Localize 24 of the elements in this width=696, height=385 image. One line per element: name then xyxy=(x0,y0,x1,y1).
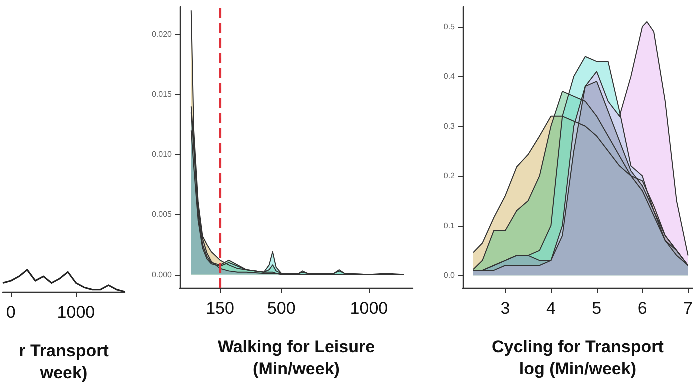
x-axis-title: r Transport week) xyxy=(19,342,110,382)
y-tick-label: 0.005 xyxy=(152,210,173,220)
y-tick-label: 0.010 xyxy=(152,150,173,160)
x-tick-label: 7 xyxy=(684,299,694,318)
y-tick-label: 0.2 xyxy=(444,172,456,181)
x-axis-title: Walking for Leisure (Min/week) xyxy=(218,338,376,378)
x-tick-label: 500 xyxy=(267,299,296,318)
x-tick-label: 5 xyxy=(592,299,602,318)
y-tick-label: 0.1 xyxy=(444,221,456,230)
y-tick-label: 0.3 xyxy=(444,122,456,131)
y-tick-label: 0.4 xyxy=(444,72,456,82)
x-tick-label: 1000 xyxy=(350,299,388,318)
y-tick-label: 0.5 xyxy=(444,22,456,32)
x-tick-label: 4 xyxy=(546,299,556,318)
x-tick-label: 1000 xyxy=(57,303,96,322)
x-tick-label: 6 xyxy=(638,299,648,318)
x-tick-label: 0 xyxy=(6,303,16,322)
x-tick-label: 3 xyxy=(500,299,510,318)
x-axis-title: Cycling for Transport log (Min/week) xyxy=(492,338,664,378)
y-tick-label: 0.020 xyxy=(152,30,173,40)
y-tick-label: 0.0 xyxy=(444,271,456,280)
y-tick-label: 0.015 xyxy=(152,90,173,100)
y-tick-label: 0.000 xyxy=(152,270,173,280)
x-tick-label: 150 xyxy=(206,299,234,318)
